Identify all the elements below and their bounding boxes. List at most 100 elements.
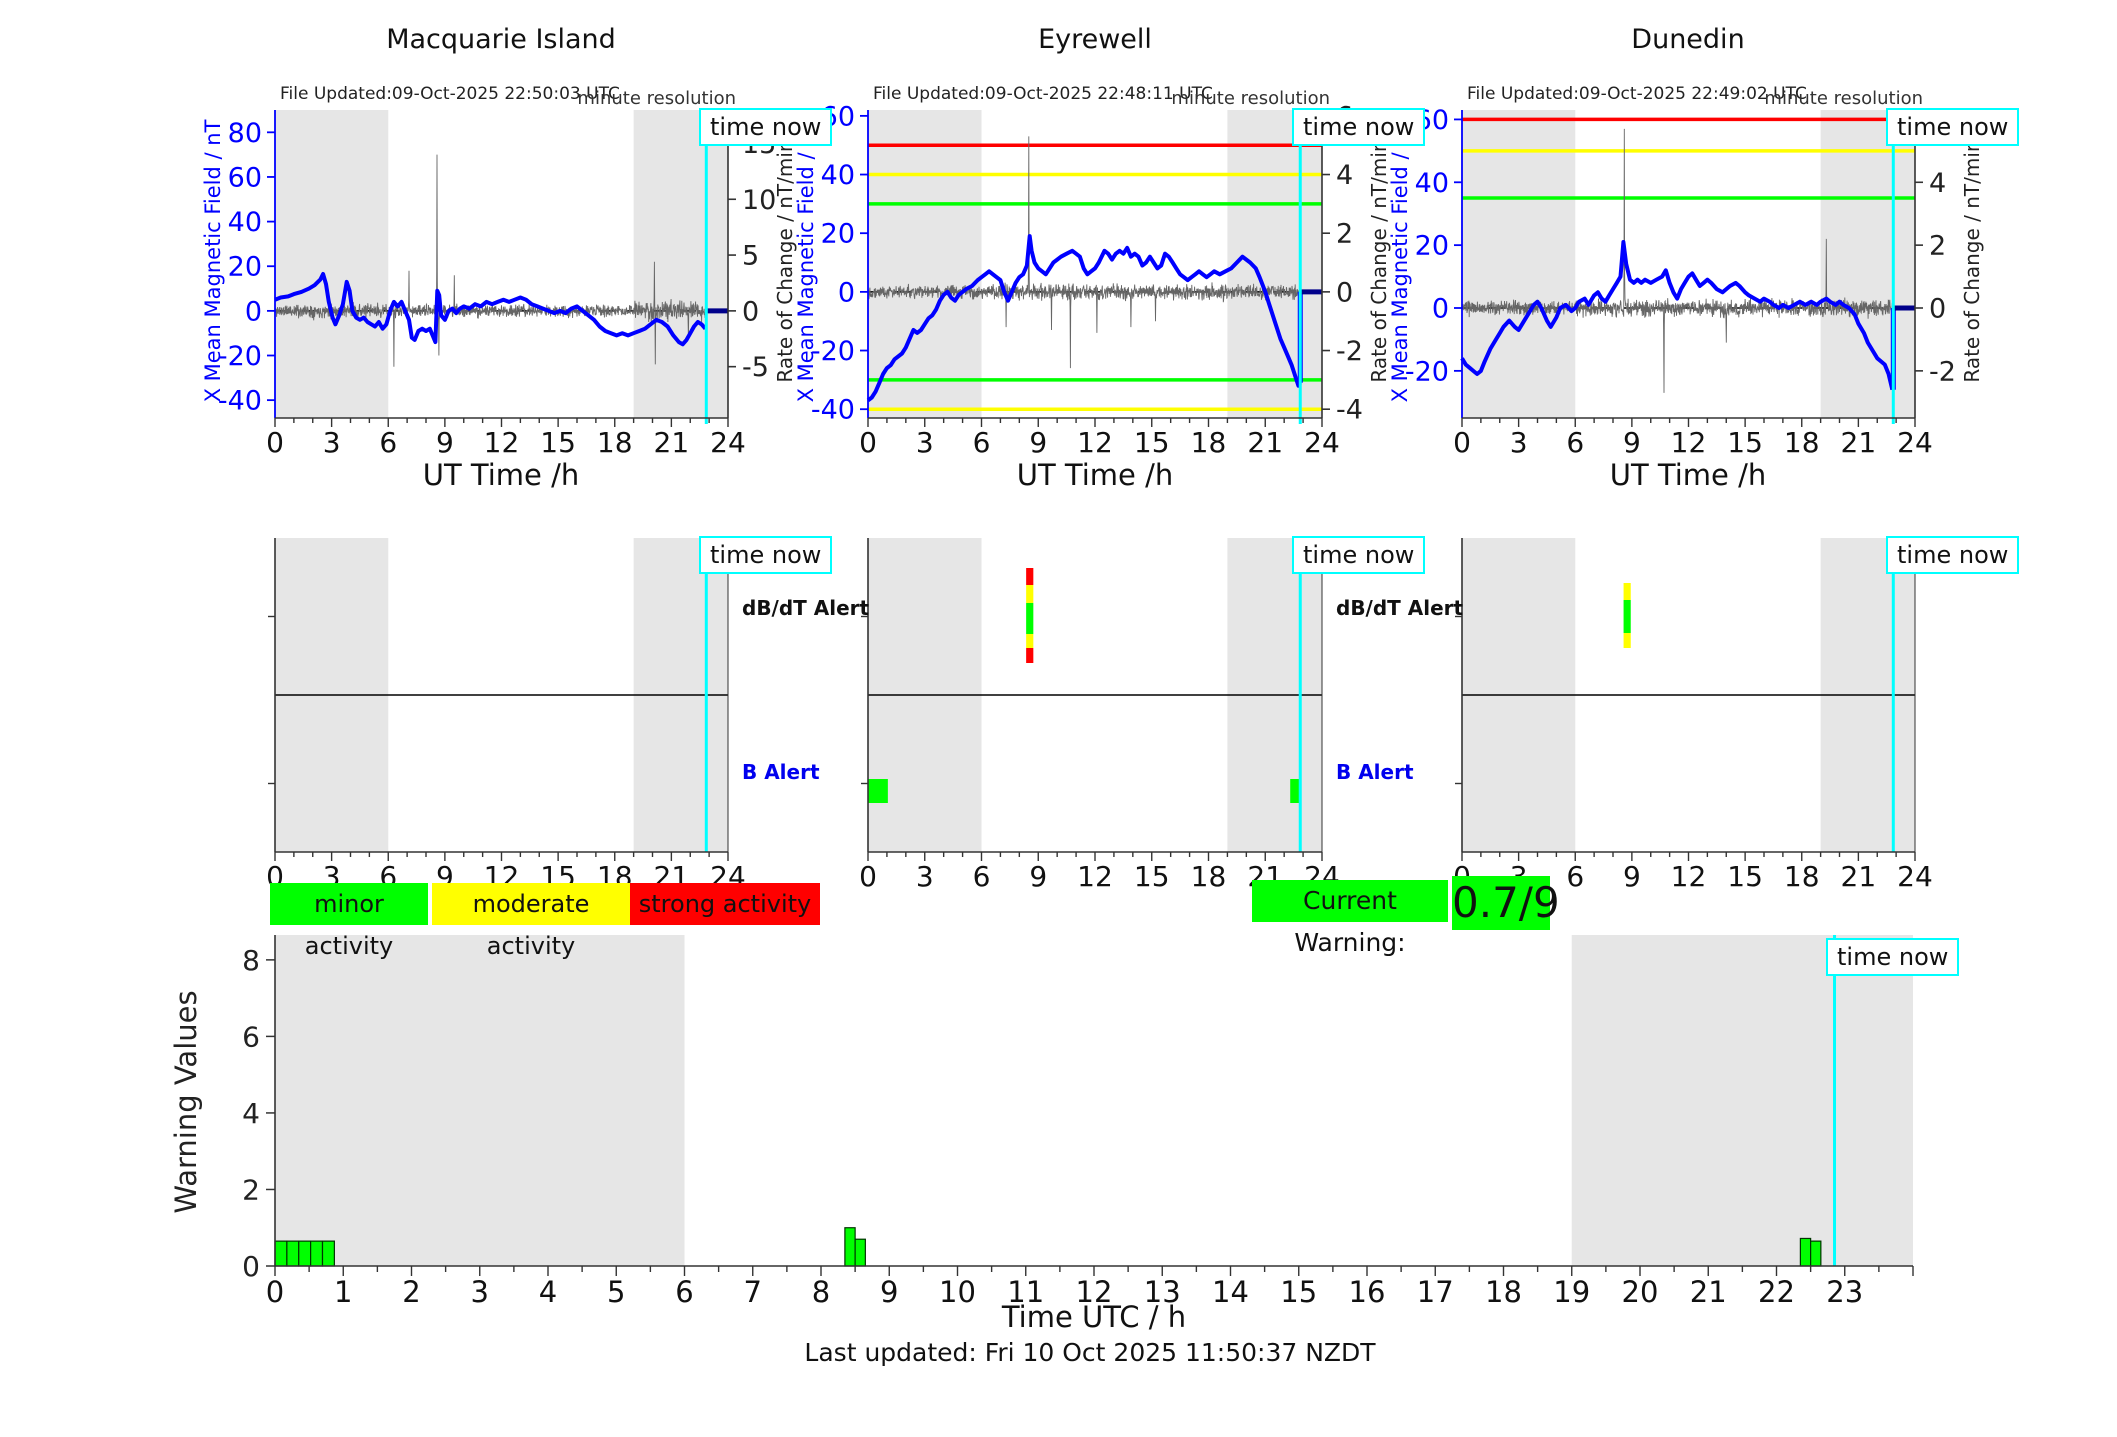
minute-resolution-label: minute resolution bbox=[1764, 88, 1923, 109]
x-tick-label: 17 bbox=[1417, 1275, 1454, 1309]
x-tick-label: 21 bbox=[1841, 860, 1877, 893]
warning-value-bar bbox=[1810, 1240, 1822, 1267]
minute-resolution-label: minute resolution bbox=[1171, 88, 1330, 109]
dbdt-alert-mark bbox=[1026, 603, 1034, 634]
y-tick-label: 0 bbox=[242, 1250, 260, 1283]
x-tick-label: 8 bbox=[812, 1275, 830, 1309]
x-tick-label: 9 bbox=[1623, 426, 1641, 459]
x-tick-label: 16 bbox=[1349, 1275, 1386, 1309]
x-tick-label: 0 bbox=[266, 426, 284, 459]
y-tick-label: 4 bbox=[1336, 160, 1353, 191]
warning-value-bar bbox=[321, 1240, 335, 1267]
x-tick-label: 4 bbox=[539, 1275, 557, 1309]
x-tick-label: 3 bbox=[916, 426, 934, 459]
x-tick-label: 2 bbox=[402, 1275, 420, 1309]
y-tick-label: 80 bbox=[228, 118, 262, 149]
y-tick-label: 0 bbox=[1929, 294, 1946, 325]
x-tick-label: 18 bbox=[1784, 860, 1820, 893]
x-tick-label: 14 bbox=[1212, 1275, 1249, 1309]
x-tick-label: 5 bbox=[607, 1275, 625, 1309]
legend-moderate-activity: moderate activity bbox=[432, 883, 630, 960]
x-tick-label: 15 bbox=[1727, 426, 1763, 459]
dbdt-alert-mark bbox=[1026, 648, 1034, 663]
station-title-eyrewell: Eyrewell bbox=[1038, 24, 1152, 55]
y-tick-label: -2 bbox=[1336, 336, 1363, 367]
warning-value-bar bbox=[310, 1240, 324, 1267]
time-utc-axis-label: Time UTC / h bbox=[1001, 1300, 1187, 1334]
y-tick-label: 10 bbox=[742, 185, 776, 216]
x-tick-label: 6 bbox=[973, 860, 991, 893]
y-tick-label: 8 bbox=[242, 944, 260, 977]
y-tick-label: 2 bbox=[242, 1173, 260, 1206]
x-tick-label: 9 bbox=[1029, 860, 1047, 893]
y-axis-label-left: X Mean Magnetic Field / nT bbox=[201, 119, 225, 403]
time-now-badge: time now bbox=[1292, 108, 1426, 146]
x-tick-label: 20 bbox=[1622, 1275, 1659, 1309]
x-tick-label: 3 bbox=[323, 426, 341, 459]
y-tick-label: 4 bbox=[242, 1097, 260, 1130]
x-tick-label: 21 bbox=[1690, 1275, 1727, 1309]
b-alert-mark bbox=[868, 779, 888, 803]
x-tick-label: 18 bbox=[597, 426, 633, 459]
x-tick-label: 12 bbox=[1077, 426, 1113, 459]
x-tick-label: 21 bbox=[654, 426, 690, 459]
b-alert-label: B Alert bbox=[742, 760, 820, 784]
x-axis-label: UT Time /h bbox=[1609, 458, 1767, 492]
y-tick-label: 40 bbox=[1415, 168, 1449, 199]
x-tick-label: 19 bbox=[1553, 1275, 1590, 1309]
dbdt-alert-mark bbox=[1623, 583, 1631, 600]
x-tick-label: 15 bbox=[1280, 1275, 1317, 1309]
current-warning-label: Current Warning: bbox=[1252, 880, 1448, 957]
night-shading bbox=[275, 935, 685, 1266]
station-title-dunedin: Dunedin bbox=[1631, 24, 1745, 55]
last-updated-text: Last updated: Fri 10 Oct 2025 11:50:37 N… bbox=[804, 1338, 1376, 1367]
y-tick-label: -4 bbox=[1336, 395, 1363, 426]
x-tick-label: 18 bbox=[1784, 426, 1820, 459]
x-tick-label: 9 bbox=[1623, 860, 1641, 893]
legend-minor-activity: minor activity bbox=[270, 883, 428, 960]
x-tick-label: 10 bbox=[939, 1275, 976, 1309]
x-tick-label: 11 bbox=[1007, 1275, 1044, 1309]
dbdt-alert-mark bbox=[1623, 600, 1631, 633]
file-updated-eyrewell: File Updated:09-Oct-2025 22:48:11 UTC bbox=[873, 84, 1213, 104]
x-tick-label: 23 bbox=[1826, 1275, 1863, 1309]
y-tick-label: 0 bbox=[1336, 277, 1353, 308]
legend-strong-activity: strong activity bbox=[630, 883, 820, 925]
y-tick-label: 20 bbox=[821, 219, 855, 250]
b-alert-label: B Alert bbox=[1336, 760, 1414, 784]
dbdt-alert-label: dB/dT Alert bbox=[742, 596, 870, 620]
night-shading bbox=[1227, 110, 1322, 418]
x-tick-label: 15 bbox=[1134, 860, 1170, 893]
x-tick-label: 21 bbox=[1841, 426, 1877, 459]
file-updated-dunedin: File Updated:09-Oct-2025 22:49:02 UTC bbox=[1467, 84, 1807, 104]
warning-value-bar bbox=[854, 1238, 866, 1267]
x-tick-label: 22 bbox=[1758, 1275, 1795, 1309]
x-tick-label: 6 bbox=[973, 426, 991, 459]
warning-value-bar bbox=[1799, 1237, 1812, 1267]
y-tick-label: 0 bbox=[1432, 294, 1449, 325]
x-tick-label: 15 bbox=[540, 426, 576, 459]
x-tick-label: 3 bbox=[916, 860, 934, 893]
dbdt-alert-mark bbox=[1026, 568, 1034, 585]
time-now-badge: time now bbox=[1292, 536, 1426, 574]
station-title-macquarie: Macquarie Island bbox=[386, 24, 616, 55]
y-tick-label: 0 bbox=[838, 277, 855, 308]
current-warning-value: 0.7/9 bbox=[1452, 876, 1560, 930]
time-now-badge: time now bbox=[1826, 938, 1960, 976]
y-tick-label: 20 bbox=[1415, 231, 1449, 262]
time-now-badge: time now bbox=[1886, 536, 2020, 574]
warning-value-bar bbox=[298, 1240, 312, 1267]
x-tick-label: 9 bbox=[436, 426, 454, 459]
x-tick-label: 24 bbox=[1897, 426, 1933, 459]
y-tick-label: 0 bbox=[245, 296, 262, 327]
x-tick-label: 12 bbox=[1671, 860, 1707, 893]
b-alert-mark bbox=[1290, 779, 1301, 803]
x-tick-label: 12 bbox=[484, 426, 520, 459]
x-mean-field-line bbox=[274, 272, 707, 347]
x-tick-label: 9 bbox=[880, 1275, 898, 1309]
y-tick-label: -20 bbox=[811, 336, 855, 367]
x-tick-label: 6 bbox=[1566, 426, 1584, 459]
x-tick-label: 9 bbox=[1029, 426, 1047, 459]
